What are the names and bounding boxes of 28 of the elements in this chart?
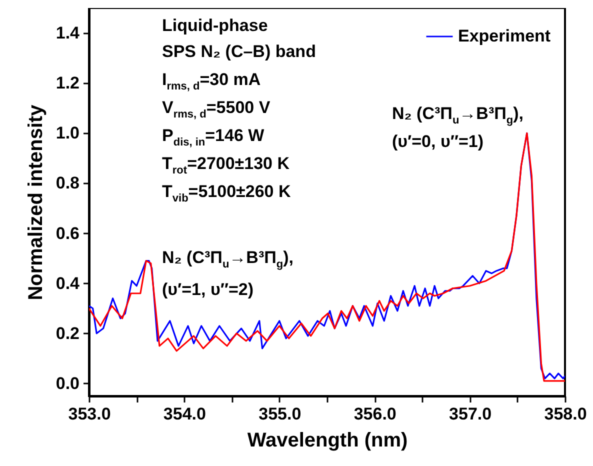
annotation: (υ′=1, υ″=2)	[162, 280, 254, 300]
annotation: T$_{vib}$=5100±260 K	[162, 182, 291, 206]
y-tick-label: 0.6	[56, 224, 80, 243]
x-tick-label: 355.0	[258, 404, 302, 424]
y-tick-label: 1.0	[56, 124, 80, 143]
annotation: Liquid-phase	[162, 16, 268, 36]
annotation: (υ′=0, υ″=1)	[392, 132, 484, 152]
y-tick-label: 0.2	[56, 324, 80, 343]
annotation: N₂ (C³Π$_{u}$→B³Π$_{g}$),	[392, 104, 524, 128]
annotation: T$_{rot}$=2700±130 K	[162, 154, 290, 178]
y-tick-label: 1.2	[56, 74, 80, 93]
x-axis-title: Wavelength (nm)	[247, 430, 408, 452]
x-tick-label: 358.0	[544, 404, 587, 424]
y-tick-label: 0.8	[56, 174, 80, 193]
x-tick-label: 356.0	[354, 404, 396, 424]
annotation: SPS N₂ (C–B) band	[162, 42, 316, 62]
x-tick-label: 353.0	[68, 404, 111, 424]
annotation: P$_{dis, in}$=146 W	[162, 126, 264, 150]
y-axis-title: Normalized intensity	[24, 104, 47, 300]
y-tick-label: 0.0	[56, 374, 80, 393]
legend-label: Experiment	[458, 26, 551, 46]
x-tick-label: 357.0	[449, 404, 492, 424]
y-tick-label: 0.4	[56, 274, 80, 293]
annotation: I$_{rms, d}$=30 mA	[162, 70, 261, 94]
annotation: V$_{rms, d}$=5500 V	[162, 98, 270, 122]
annotation: N₂ (C³Π$_{u}$→B³Π$_{g}$),	[162, 248, 294, 272]
x-tick-label: 354.0	[163, 404, 206, 424]
y-tick-label: 1.4	[56, 24, 80, 43]
